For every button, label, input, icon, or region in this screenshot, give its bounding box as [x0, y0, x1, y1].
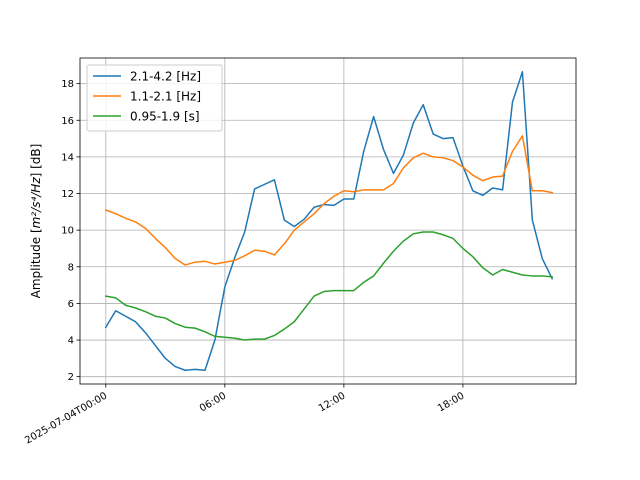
legend-box	[86, 64, 223, 132]
y-tick-label: 12	[61, 189, 74, 200]
y-tick-label: 6	[68, 299, 74, 310]
y-tick-label: 10	[61, 226, 74, 237]
legend-label-1: 2.1-4.2 [Hz]	[130, 70, 201, 84]
y-axis-label: Amplitude [m²/s⁴/Hz] [dB]	[29, 144, 43, 299]
y-tick-label: 8	[68, 262, 74, 273]
y-tick-label: 16	[61, 116, 74, 127]
series-line-2	[104, 135, 554, 266]
y-axis: 2 4 6 8 10 12 14 16 18	[61, 79, 80, 383]
series-line-3	[104, 231, 554, 341]
y-tick-label: 4	[68, 336, 74, 347]
series-line-1	[104, 70, 554, 372]
y-tick-label: 18	[61, 79, 74, 90]
axes-frame	[79, 57, 577, 385]
series-lines	[104, 70, 554, 372]
y-tick-label: 14	[61, 152, 74, 163]
legend-label-3: 0.95-1.9 [s]	[130, 110, 200, 124]
legend: 2.1-4.2 [Hz] 1.1-2.1 [Hz] 0.95-1.9 [s]	[86, 64, 223, 132]
y-tick-label: 2	[68, 372, 74, 383]
legend-label-2: 1.1-2.1 [Hz]	[130, 90, 201, 104]
